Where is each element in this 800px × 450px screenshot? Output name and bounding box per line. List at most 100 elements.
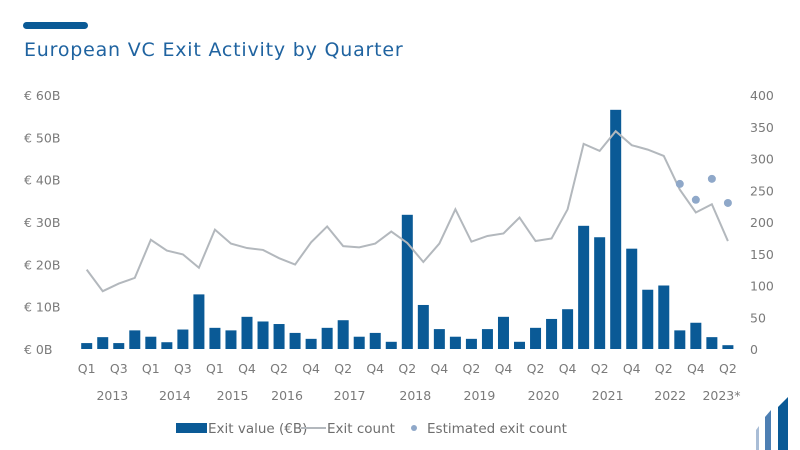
exit-value-bar <box>401 214 413 349</box>
exit-value-bar <box>193 294 205 349</box>
exit-value-bar <box>369 332 381 349</box>
x-tick-label: Q4 <box>302 361 320 376</box>
exit-value-bar <box>658 285 670 349</box>
logo-bar-icon <box>756 426 759 450</box>
x-tick-label: Q4 <box>687 361 705 376</box>
x-tick-label: Q2 <box>270 361 288 376</box>
estimated-exit-count-dot <box>691 195 700 204</box>
year-label: 2022 <box>654 388 686 403</box>
exit-value-bar <box>626 248 638 349</box>
exit-value-bar <box>417 304 429 349</box>
left-axis-tick-label: € 0B <box>24 342 52 357</box>
exit-value-bar <box>497 316 509 349</box>
x-tick-label: Q4 <box>430 361 448 376</box>
legend-dot-swatch <box>411 425 417 431</box>
year-label: 2023* <box>702 388 740 403</box>
exit-value-bar <box>305 338 317 349</box>
exit-value-bar <box>610 109 622 349</box>
year-label: 2019 <box>464 388 496 403</box>
exit-value-bar <box>241 316 253 349</box>
x-tick-label: Q2 <box>719 361 737 376</box>
left-axis-tick-label: € 50B <box>24 130 60 145</box>
exit-value-bar <box>642 289 654 349</box>
exit-value-bar <box>449 336 461 349</box>
exit-value-bar <box>514 341 526 349</box>
x-tick-label: Q2 <box>463 361 481 376</box>
x-tick-label: Q1 <box>78 361 96 376</box>
right-axis-tick-label: 150 <box>750 247 774 262</box>
legend-label: Exit count <box>327 421 395 437</box>
x-tick-label: Q2 <box>527 361 545 376</box>
exit-value-bar <box>161 342 173 349</box>
x-tick-label: Q3 <box>110 361 128 376</box>
year-label: 2021 <box>592 388 624 403</box>
x-tick-label: Q2 <box>334 361 352 376</box>
exit-value-bar <box>273 324 285 349</box>
right-axis-tick-label: 200 <box>750 215 774 230</box>
x-tick-label: Q4 <box>623 361 641 376</box>
exit-value-bar <box>225 330 237 349</box>
right-axis-tick-label: 0 <box>750 342 758 357</box>
year-label: 2017 <box>334 388 366 403</box>
exit-value-bar <box>177 329 189 349</box>
left-axis-tick-label: € 60B <box>24 88 60 103</box>
right-axis-tick-label: 250 <box>750 183 774 198</box>
title-accent-bar <box>23 22 88 29</box>
right-axis-tick-label: 50 <box>750 310 766 325</box>
logo-bar-icon <box>778 397 788 450</box>
exit-count-line <box>85 129 729 293</box>
x-tick-label: Q4 <box>238 361 256 376</box>
x-tick-label: Q4 <box>366 361 384 376</box>
right-axis-tick-label: 400 <box>750 88 774 103</box>
exit-value-bar <box>578 225 590 349</box>
x-tick-label: Q2 <box>398 361 416 376</box>
year-label: 2013 <box>96 388 128 403</box>
exit-value-bar <box>113 343 125 349</box>
legend-bar-swatch <box>176 423 207 433</box>
year-label: 2016 <box>271 388 303 403</box>
x-tick-label: Q3 <box>174 361 192 376</box>
exit-value-bar <box>481 329 493 349</box>
year-label: 2014 <box>159 388 191 403</box>
year-label: 2020 <box>528 388 560 403</box>
exit-value-bar <box>97 337 109 349</box>
x-tick-label: Q1 <box>142 361 160 376</box>
estimated-exit-count-dot <box>675 179 684 188</box>
exit-value-bar <box>546 318 558 349</box>
legend-label: Estimated exit count <box>427 421 567 437</box>
exit-value-bar <box>289 332 301 349</box>
exit-value-bar <box>145 336 157 349</box>
year-label: 2018 <box>399 388 431 403</box>
exit-value-bar <box>690 322 702 349</box>
x-tick-label: Q4 <box>559 361 577 376</box>
exit-value-bar <box>465 338 477 349</box>
exit-value-bar <box>81 343 93 349</box>
exit-value-bar <box>257 321 269 349</box>
right-axis-tick-label: 100 <box>750 279 774 294</box>
exit-value-bar <box>353 336 365 349</box>
x-tick-label: Q1 <box>206 361 224 376</box>
left-axis-tick-label: € 10B <box>24 300 60 315</box>
x-tick-label: Q2 <box>591 361 609 376</box>
exit-value-bar <box>433 329 445 349</box>
left-axis-tick-label: € 30B <box>24 215 60 230</box>
right-axis-tick-label: 300 <box>750 152 774 167</box>
x-tick-label: Q2 <box>655 361 673 376</box>
exit-value-bar <box>562 309 574 349</box>
right-axis-tick-label: 350 <box>750 120 774 135</box>
x-tick-label: Q4 <box>495 361 513 376</box>
exit-value-bar <box>674 330 686 349</box>
exit-value-bar <box>129 330 141 349</box>
year-label: 2015 <box>217 388 249 403</box>
estimated-exit-count-dot <box>707 174 716 183</box>
exit-value-bar <box>337 320 349 349</box>
exit-value-bar <box>594 237 606 349</box>
exit-value-bar <box>706 337 718 349</box>
left-axis-tick-label: € 40B <box>24 173 60 188</box>
legend-label: Exit value (€B) <box>208 421 307 437</box>
chart-title: European VC Exit Activity by Quarter <box>24 39 404 61</box>
exit-value-bar <box>209 327 221 349</box>
exit-value-bar <box>722 345 734 349</box>
exit-value-bar <box>530 327 542 349</box>
